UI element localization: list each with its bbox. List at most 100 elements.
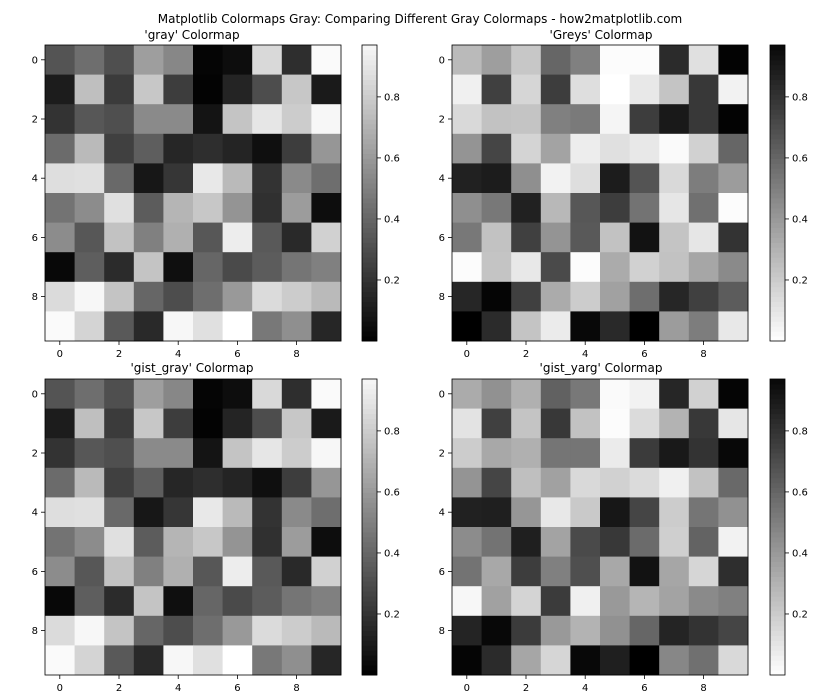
colorbar-segment	[362, 119, 377, 125]
heatmap-cell	[252, 408, 283, 439]
y-tick-label: 8	[439, 292, 445, 303]
heatmap-cell	[629, 74, 660, 105]
heatmap-cell	[629, 133, 660, 164]
colorbar-segment	[362, 133, 377, 140]
panel-title: 'gist_yarg' Colormap	[540, 361, 663, 375]
heatmap-cell	[659, 311, 690, 342]
heatmap-cell	[659, 133, 690, 164]
heatmap-cell	[193, 193, 223, 223]
heatmap-cell	[45, 438, 75, 469]
heatmap-cell	[104, 163, 135, 194]
heatmap-cell	[511, 497, 542, 528]
heatmap-cell	[133, 311, 164, 342]
colorbar-segment	[362, 551, 377, 558]
heatmap-cell	[193, 586, 223, 617]
heatmap-cell	[281, 467, 312, 498]
colorbar-segment	[770, 99, 785, 105]
y-tick-label: 2	[32, 115, 38, 126]
heatmap-cell	[688, 615, 719, 646]
colorbar-segment	[362, 242, 377, 248]
heatmap-cell	[570, 252, 601, 283]
heatmap-cell	[629, 45, 660, 75]
heatmap-cell	[163, 222, 194, 253]
colorbar-segment	[770, 301, 785, 307]
colorbar-segment	[770, 462, 785, 469]
colorbar-segment	[770, 202, 785, 209]
colorbar-segment	[770, 109, 785, 115]
colorbar-segment	[770, 247, 785, 253]
colorbar-segment	[770, 625, 785, 632]
heatmap-cell	[452, 556, 482, 587]
colorbar-segment	[362, 586, 377, 592]
heatmap-cell	[570, 586, 601, 617]
heatmap-cell	[163, 497, 194, 528]
heatmap-cell	[311, 311, 342, 342]
heatmap-cell	[74, 222, 105, 253]
colorbar-tick-label: 0.8	[792, 426, 808, 437]
heatmap-cell	[600, 193, 630, 223]
x-tick-label: 6	[641, 349, 647, 360]
heatmap-cell	[133, 104, 164, 135]
heatmap-cell	[629, 497, 660, 528]
heatmap-cell	[718, 163, 749, 194]
colorbar-tick-label: 0.6	[384, 487, 400, 498]
heatmap-cell	[133, 586, 164, 617]
x-tick-label: 4	[582, 683, 588, 694]
y-tick-label: 0	[439, 55, 445, 66]
heatmap-cell	[659, 45, 690, 75]
heatmap-cell	[281, 527, 312, 557]
y-tick-label: 4	[439, 508, 445, 519]
colorbar-segment	[770, 54, 785, 61]
heatmap-cell	[252, 163, 283, 194]
heatmap-cell	[600, 281, 630, 312]
heatmap-cell	[45, 645, 75, 676]
x-tick-label: 2	[523, 349, 529, 360]
heatmap-cell	[281, 379, 312, 409]
heatmap-cell	[252, 45, 283, 75]
heatmap-cell	[600, 586, 630, 617]
colorbar-segment	[770, 237, 785, 243]
colorbar-segment	[770, 49, 785, 56]
heatmap-cell	[133, 252, 164, 283]
colorbar-segment	[362, 620, 377, 627]
colorbar-segment	[362, 472, 377, 479]
heatmap-cell	[193, 281, 223, 312]
colorbar-segment	[770, 601, 785, 607]
heatmap-cell	[281, 408, 312, 439]
heatmap-cell	[311, 104, 342, 135]
heatmap-cell	[252, 556, 283, 587]
colorbar-segment	[770, 45, 785, 51]
colorbar-segment	[362, 467, 377, 474]
colorbar-segment	[362, 536, 377, 543]
heatmap-cell	[45, 222, 75, 253]
colorbar-segment	[362, 596, 377, 602]
heatmap-cell	[452, 527, 482, 557]
heatmap-cell	[481, 467, 512, 498]
heatmap-cell	[74, 193, 105, 223]
x-tick-label: 8	[293, 349, 299, 360]
heatmap-cell	[481, 133, 512, 164]
colorbar-segment	[362, 453, 377, 459]
heatmap-cell	[540, 497, 571, 528]
heatmap-cell	[540, 222, 571, 253]
heatmap-cell	[193, 163, 223, 194]
heatmap-cell	[74, 252, 105, 283]
colorbar-segment	[362, 212, 377, 219]
heatmap-cell	[481, 45, 512, 75]
heatmap-cell	[193, 527, 223, 557]
heatmap-cell	[511, 645, 542, 676]
panel-title: 'Greys' Colormap	[550, 28, 653, 42]
colorbar-segment	[362, 281, 377, 288]
heatmap-frame	[44, 44, 342, 342]
heatmap-cell	[452, 163, 482, 194]
heatmap-cell	[540, 45, 571, 75]
colorbar-segment	[770, 610, 785, 617]
y-tick-label: 8	[32, 626, 38, 637]
colorbar-segment	[362, 438, 377, 444]
heatmap-cell	[163, 379, 194, 409]
colorbar-segment	[770, 467, 785, 474]
colorbar-segment	[362, 45, 377, 51]
colorbar-segment	[770, 650, 785, 656]
colorbar-segment	[362, 605, 377, 612]
heatmap-cell	[74, 586, 105, 617]
